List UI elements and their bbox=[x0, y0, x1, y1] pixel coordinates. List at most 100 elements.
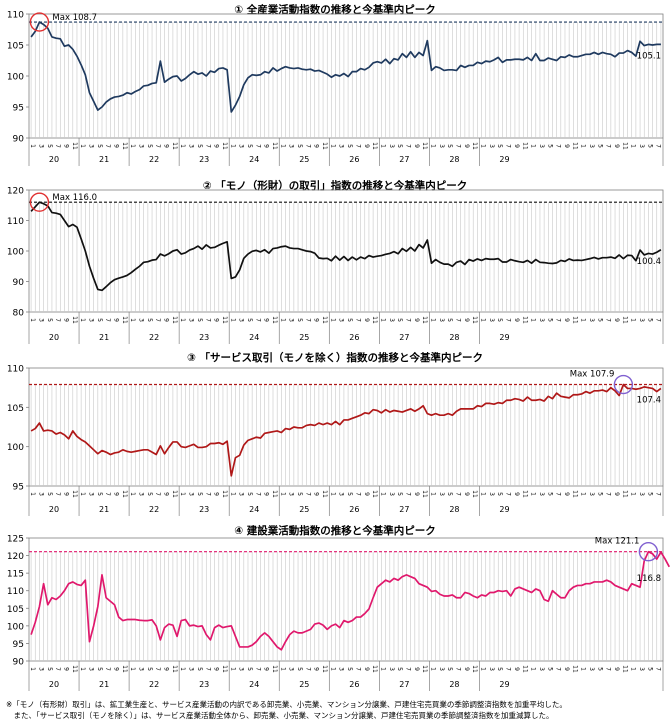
x-month-label: 3 bbox=[488, 492, 495, 496]
x-month-label: 7 bbox=[254, 144, 261, 148]
year-label: 24 bbox=[249, 333, 259, 342]
x-month-label: 11 bbox=[121, 665, 128, 673]
x-month-label: 3 bbox=[238, 492, 245, 496]
x-month-ticks: 1 3 5 7 9 11 1 3 5 7 9 11 1 3 5 7 9 11 1 3 5 7 9 11 1 3 5 7 9 11 1 3 5 7 9… bbox=[29, 490, 662, 498]
year-label: 20 bbox=[49, 680, 59, 689]
x-month-label: 7 bbox=[304, 667, 311, 671]
year-label: 29 bbox=[499, 155, 509, 164]
x-month-label: 7 bbox=[455, 144, 462, 148]
x-month-label: 3 bbox=[138, 144, 145, 148]
y-tick-label: 105 bbox=[7, 42, 24, 52]
x-month-label: 3 bbox=[638, 318, 645, 322]
x-month-label: 5 bbox=[396, 492, 403, 496]
x-month-label: 11 bbox=[621, 316, 628, 324]
x-month-label: 3 bbox=[188, 492, 195, 496]
y-tick-label: 120 bbox=[7, 552, 24, 562]
x-month-label: 3 bbox=[87, 144, 94, 148]
x-month-label: 1 bbox=[279, 144, 286, 148]
x-month-label: 9 bbox=[563, 144, 570, 148]
x-month-label: 3 bbox=[538, 318, 545, 322]
x-month-label: 11 bbox=[471, 665, 478, 673]
x-month-label: 9 bbox=[363, 318, 370, 322]
x-month-label: 9 bbox=[62, 318, 69, 322]
x-month-ticks: 1 3 5 7 9 11 1 3 5 7 9 11 1 3 5 7 9 11 1 3 5 7 9 11 1 3 5 7 9 11 1 3 5 7 9… bbox=[29, 665, 662, 673]
x-month-label: 1 bbox=[29, 144, 36, 148]
x-month-label: 9 bbox=[463, 492, 470, 496]
month-gridlines bbox=[30, 22, 662, 138]
x-month-label: 5 bbox=[46, 492, 53, 496]
x-month-label: 1 bbox=[480, 492, 487, 496]
x-month-label: 3 bbox=[338, 492, 345, 496]
x-month-label: 7 bbox=[254, 492, 261, 496]
x-month-label: 1 bbox=[580, 667, 587, 671]
x-month-label: 11 bbox=[421, 316, 428, 324]
month-gridlines bbox=[30, 202, 662, 312]
x-month-label: 7 bbox=[104, 318, 111, 322]
x-month-label: 7 bbox=[404, 667, 411, 671]
x-month-label: 11 bbox=[571, 490, 578, 498]
x-month-label: 3 bbox=[138, 667, 145, 671]
x-month-label: 7 bbox=[505, 492, 512, 496]
x-month-label: 11 bbox=[571, 316, 578, 324]
x-month-label: 9 bbox=[113, 318, 120, 322]
x-month-label: 1 bbox=[630, 667, 637, 671]
x-month-label: 3 bbox=[338, 667, 345, 671]
year-label: 27 bbox=[399, 505, 409, 514]
x-month-label: 3 bbox=[488, 144, 495, 148]
x-month-label: 5 bbox=[596, 144, 603, 148]
x-month-label: 5 bbox=[396, 318, 403, 322]
x-month-label: 3 bbox=[138, 318, 145, 322]
x-month-label: 3 bbox=[388, 492, 395, 496]
x-month-label: 11 bbox=[271, 490, 278, 498]
x-month-label: 11 bbox=[121, 142, 128, 150]
y-tick-label: 100 bbox=[7, 443, 24, 453]
x-month-label: 5 bbox=[396, 144, 403, 148]
x-month-label: 5 bbox=[196, 667, 203, 671]
y-tick-label: 105 bbox=[7, 404, 24, 414]
x-month-label: 5 bbox=[346, 144, 353, 148]
x-month-label: 9 bbox=[62, 492, 69, 496]
x-year-axis: 20 21 22 23 24 25 26 27 28 29 bbox=[28, 312, 664, 344]
year-label: 28 bbox=[449, 333, 459, 342]
x-month-label: 11 bbox=[71, 316, 78, 324]
y-tick-label: 80 bbox=[13, 309, 25, 319]
footnote-1: ※「モノ（有形財）取引」は、鉱工業生産と、サービス産業活動の内訳である卸売業、小… bbox=[6, 700, 567, 709]
x-month-label: 1 bbox=[229, 318, 236, 322]
year-label: 27 bbox=[399, 155, 409, 164]
x-month-label: 1 bbox=[430, 667, 437, 671]
x-month-label: 1 bbox=[329, 144, 336, 148]
x-month-label: 5 bbox=[296, 144, 303, 148]
x-month-label: 5 bbox=[346, 667, 353, 671]
plot-frame bbox=[28, 189, 664, 313]
x-month-label: 7 bbox=[605, 318, 612, 322]
x-month-label: 3 bbox=[538, 492, 545, 496]
x-month-label: 3 bbox=[388, 318, 395, 322]
peak-label: Max 107.9 bbox=[570, 370, 615, 380]
x-month-label: 3 bbox=[87, 492, 94, 496]
year-label: 24 bbox=[249, 505, 259, 514]
x-month-label: 3 bbox=[588, 144, 595, 148]
x-month-label: 3 bbox=[388, 667, 395, 671]
y-tick-label: 90 bbox=[13, 658, 25, 668]
x-month-label: 1 bbox=[129, 667, 136, 671]
x-month-label: 1 bbox=[580, 318, 587, 322]
x-month-label: 1 bbox=[480, 667, 487, 671]
year-label: 20 bbox=[49, 333, 59, 342]
year-label: 26 bbox=[349, 680, 359, 689]
x-month-label: 5 bbox=[296, 667, 303, 671]
x-month-label: 7 bbox=[605, 144, 612, 148]
year-label: 25 bbox=[299, 155, 309, 164]
x-month-label: 11 bbox=[621, 490, 628, 498]
x-month-label: 7 bbox=[505, 144, 512, 148]
x-month-label: 5 bbox=[346, 492, 353, 496]
x-month-label: 3 bbox=[638, 144, 645, 148]
x-month-label: 1 bbox=[179, 667, 186, 671]
x-month-label: 1 bbox=[530, 492, 537, 496]
x-month-label: 5 bbox=[296, 318, 303, 322]
x-month-label: 11 bbox=[221, 665, 228, 673]
x-month-label: 5 bbox=[246, 667, 253, 671]
x-month-label: 11 bbox=[71, 142, 78, 150]
year-label: 26 bbox=[349, 333, 359, 342]
x-month-label: 3 bbox=[438, 318, 445, 322]
